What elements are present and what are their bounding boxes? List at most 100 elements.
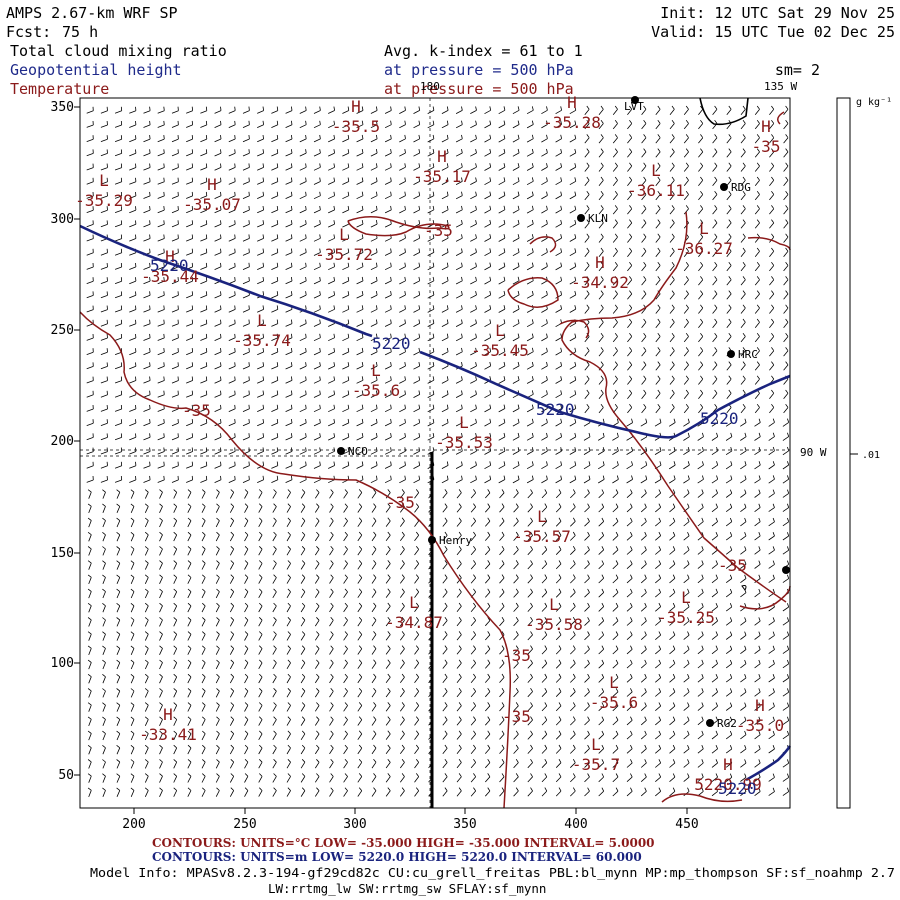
temperature-extremum: H-35.44	[141, 247, 199, 286]
extremum-symbol: L	[651, 161, 661, 180]
colorbar-unit: g kg⁻¹	[856, 97, 892, 108]
temperature-extremum: L-35.29	[75, 171, 133, 210]
extremum-symbol: L	[699, 219, 709, 238]
temperature-extremum: H-35.0	[736, 696, 784, 735]
y-tick-label: 50	[58, 768, 74, 783]
stations: NCO Henry KLN RDG HRC LVT	[337, 96, 790, 730]
extremum-value: -35.58	[525, 615, 583, 634]
extremum-symbol: L	[409, 593, 419, 612]
x-tick-label: 250	[233, 817, 256, 832]
station-label: NCO	[348, 445, 368, 458]
extremum-value: -35.45	[471, 341, 529, 360]
extremum-symbol: H	[207, 175, 217, 194]
extremum-value: -33.41	[139, 725, 197, 744]
extremum-value: -35.28	[543, 113, 601, 132]
init-time: Init: 12 UTC Sat 29 Nov 25	[660, 4, 895, 22]
temperature-extremum: H-33.41	[139, 705, 197, 744]
extremum-value: -35.29	[75, 191, 133, 210]
extremum-symbol: H	[761, 117, 771, 136]
temperature-extremum: L-35.7	[572, 735, 620, 774]
y-tick-label: 150	[51, 546, 74, 561]
station-marker: LVT	[624, 96, 644, 113]
temperature-extremum: L-35.58	[525, 595, 583, 634]
extremum-symbol: L	[537, 507, 547, 526]
model-title: AMPS 2.67-km WRF SP	[6, 4, 178, 22]
x-tick-label: 200	[122, 817, 145, 832]
footer: CONTOURS: UNITS=°C LOW= -35.000 HIGH= -3…	[90, 836, 895, 896]
extremum-value: -34.87	[385, 613, 443, 632]
station-marker: Henry	[428, 534, 472, 547]
station-label: KLN	[588, 212, 608, 225]
colorbar: g kg⁻¹ .01	[836, 97, 892, 809]
extremum-symbol: L	[99, 171, 109, 190]
extremum-value: -35	[752, 137, 781, 156]
extremum-symbol: L	[609, 673, 619, 692]
temperature-extremum: H-35.17	[413, 147, 471, 186]
extremum-value: -35.17	[413, 167, 471, 186]
extremum-value: -35.44	[141, 267, 199, 286]
x-tick-label: 300	[343, 817, 366, 832]
temperature-extremum: L-35.6	[352, 361, 400, 400]
smoothing-value: sm= 2	[775, 61, 820, 79]
extremum-symbol: H	[351, 97, 361, 116]
extremum-value: -35.74	[233, 331, 291, 350]
extremum-symbol: L	[681, 588, 691, 607]
axis-ticks	[74, 106, 688, 814]
extremum-value: -35.0	[736, 716, 784, 735]
temperature-extremum: L-35.57	[513, 507, 571, 546]
temperature-extremum: L-35.45	[471, 321, 529, 360]
colorbar-value: .01	[862, 450, 880, 461]
extremum-symbol: H	[437, 147, 447, 166]
temperature-extremum: L-34.87	[385, 593, 443, 632]
temperature-extremum: L-35.6	[590, 673, 638, 712]
y-axis: 350 300 250 200 150 100 50	[51, 100, 74, 783]
temperature-contour-label: -35	[502, 707, 531, 726]
y-tick-label: 100	[51, 656, 74, 671]
x-tick-label: 450	[675, 817, 698, 832]
temperature-contour-label: -35	[424, 221, 453, 240]
extremum-value: -35.6	[352, 381, 400, 400]
temperature-contour-label: -35	[718, 556, 747, 575]
temperature-contours	[79, 111, 791, 809]
extremum-symbol: L	[459, 413, 469, 432]
height-contour-label: 5220	[700, 409, 739, 428]
meridian-label-90w: 90 W	[800, 446, 827, 459]
header: AMPS 2.67-km WRF SP Init: 12 UTC Sat 29 …	[6, 4, 895, 98]
field-title-height: Geopotential height	[10, 61, 182, 79]
x-tick-label: 400	[564, 817, 587, 832]
station-label: RG2	[717, 717, 737, 730]
extremum-symbol: L	[495, 321, 505, 340]
station-marker: NCO	[337, 445, 368, 458]
field-title-cloud: Total cloud mixing ratio	[10, 42, 227, 60]
model-info-line-2: LW:rrtmg_lw SW:rrtmg_sw SFLAY:sf_mynn	[268, 881, 546, 896]
x-tick-label: 350	[453, 817, 476, 832]
temperature-contour-label: -35	[386, 493, 415, 512]
field-title-temperature: Temperature	[10, 80, 109, 98]
station-marker: KLN	[577, 212, 608, 225]
station-label: RDG	[731, 181, 751, 194]
station-label: HRC	[738, 348, 758, 361]
height-pressure-level: at pressure = 500 hPa	[384, 61, 574, 79]
meridian-label-135w: 135 W	[764, 80, 797, 93]
wind-barbs	[86, 105, 790, 798]
extremum-value: -35.07	[183, 195, 241, 214]
station-label: Henry	[439, 534, 472, 547]
extremum-symbol: L	[339, 225, 349, 244]
temperature-extremum: H-35.07	[183, 175, 241, 214]
height-contour-info: CONTOURS: UNITS=m LOW= 5220.0 HIGH= 5220…	[152, 850, 642, 864]
x-axis: 200 250 300 350 400 450	[122, 817, 698, 832]
map-panel: 200 250 300 350 400 450 350 300 250 200 …	[51, 80, 827, 832]
wind-barb-field	[86, 105, 790, 798]
extremum-value: -35.53	[435, 433, 493, 452]
extremum-symbol: L	[371, 361, 381, 380]
forecast-label: Fcst:	[6, 23, 51, 41]
extremum-symbol: L	[257, 311, 267, 330]
coastline	[699, 97, 749, 126]
extremum-symbol: H	[755, 696, 765, 715]
height-contour-label: 5220	[536, 400, 575, 419]
extremum-value: -35.72	[315, 245, 373, 264]
height-contour-label: 5220	[150, 256, 189, 275]
extremum-value: -35.7	[572, 755, 620, 774]
